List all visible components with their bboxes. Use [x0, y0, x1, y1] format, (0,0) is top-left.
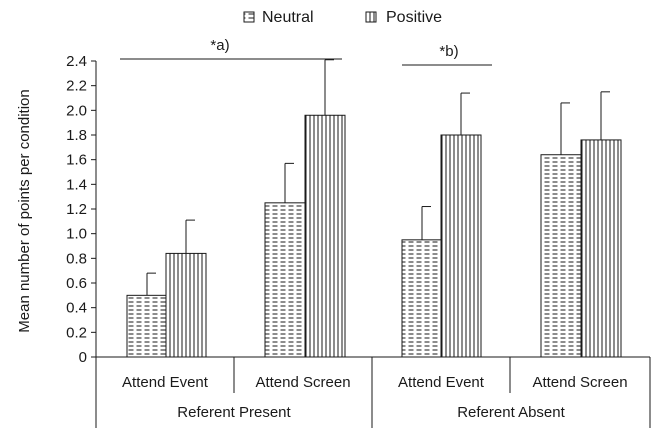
- bar-neutral: [126, 294, 168, 358]
- bar-neutral: [264, 202, 306, 358]
- legend-label-neutral: Neutral: [262, 9, 314, 26]
- y-tick-label: 2.2: [66, 78, 87, 95]
- x-tick-label: Attend Event: [122, 374, 209, 391]
- x-group-label: Referent Absent: [457, 404, 565, 421]
- x-tick-label: Attend Screen: [532, 374, 627, 391]
- legend-swatch-neutral: [243, 11, 255, 23]
- x-axis: Attend Event Attend Screen Attend Event Att…: [95, 356, 651, 428]
- y-tick-label: 1.6: [66, 152, 87, 169]
- legend-swatch-positive: [365, 11, 377, 23]
- legend: Neutral Positive: [243, 9, 442, 26]
- y-tick-label: 1.8: [66, 127, 87, 144]
- x-tick-label: Attend Event: [398, 374, 485, 391]
- error-bars: [146, 59, 610, 296]
- y-tick-label: 0.8: [66, 250, 87, 267]
- y-tick-label: 0.2: [66, 324, 87, 341]
- y-tick-label: 2.0: [66, 102, 87, 119]
- y-tick-label: 1.2: [66, 201, 87, 218]
- bar-neutral: [540, 154, 582, 358]
- significance-label: *a): [210, 37, 229, 54]
- y-tick-label: 0.4: [66, 300, 87, 317]
- bar-positive: [580, 139, 622, 358]
- y-tick-label: 1.4: [66, 176, 87, 193]
- legend-label-positive: Positive: [386, 9, 442, 26]
- y-tick-label: 2.4: [66, 53, 87, 70]
- bar-neutral: [401, 239, 443, 358]
- y-tick-label: 0.6: [66, 275, 87, 292]
- bar-positive: [440, 134, 482, 358]
- y-tick-label: 1.0: [66, 226, 87, 243]
- significance-annotations: *a) *b): [120, 37, 492, 66]
- bar-positive: [165, 252, 207, 358]
- y-axis-label: Mean number of points per condition: [16, 89, 33, 332]
- bars: [126, 114, 622, 358]
- x-tick-label: Attend Screen: [255, 374, 350, 391]
- significance-label: *b): [439, 43, 458, 60]
- y-tick-label: 0: [79, 349, 87, 366]
- bar-positive: [304, 114, 346, 358]
- x-group-label: Referent Present: [177, 404, 291, 421]
- y-axis: 0 0.2 0.4 0.6 0.8 1.0 1.2 1.4 1.6 1.8 2.0 2.2 2.4: [66, 53, 97, 366]
